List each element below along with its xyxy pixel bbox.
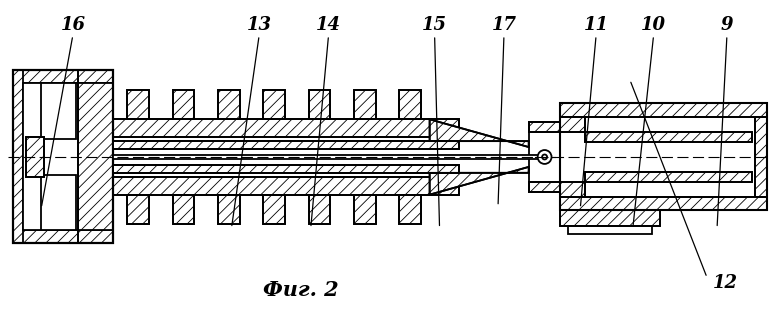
Bar xyxy=(354,90,376,119)
Bar xyxy=(78,70,112,83)
Bar xyxy=(127,195,149,224)
Bar xyxy=(264,195,285,224)
Text: 17: 17 xyxy=(491,16,516,34)
Bar xyxy=(561,210,660,226)
Text: 11: 11 xyxy=(583,16,608,34)
Bar xyxy=(172,195,194,224)
Bar xyxy=(585,132,752,142)
Bar xyxy=(127,195,149,224)
Bar xyxy=(561,182,585,197)
Bar xyxy=(13,70,23,243)
Bar xyxy=(218,90,239,119)
Text: 16: 16 xyxy=(60,16,85,34)
Bar xyxy=(529,182,561,192)
Bar xyxy=(585,132,752,142)
Text: Фиг. 2: Фиг. 2 xyxy=(263,280,339,300)
Bar xyxy=(41,83,76,139)
Bar xyxy=(13,70,112,83)
Circle shape xyxy=(542,154,547,159)
Bar xyxy=(112,165,459,173)
Bar xyxy=(585,172,752,182)
Bar xyxy=(399,195,421,224)
Bar xyxy=(585,142,752,172)
Text: 9: 9 xyxy=(721,16,733,34)
Bar xyxy=(13,70,112,243)
Bar xyxy=(399,195,421,224)
Bar xyxy=(23,83,78,230)
Bar xyxy=(309,90,331,119)
Circle shape xyxy=(537,150,551,164)
Text: 10: 10 xyxy=(641,16,666,34)
Bar xyxy=(218,195,239,224)
Bar xyxy=(112,141,459,149)
Bar xyxy=(112,119,459,137)
Bar xyxy=(127,90,149,119)
Bar xyxy=(561,210,660,226)
Bar xyxy=(264,90,285,119)
Bar xyxy=(112,141,459,149)
Bar xyxy=(218,195,239,224)
Bar xyxy=(529,122,561,132)
Bar xyxy=(78,230,112,243)
Bar xyxy=(41,175,76,230)
Text: 13: 13 xyxy=(246,16,271,34)
Bar xyxy=(309,90,331,119)
Polygon shape xyxy=(430,167,529,195)
Bar xyxy=(561,104,767,117)
Bar xyxy=(78,70,112,243)
Bar xyxy=(172,90,194,119)
Bar xyxy=(78,83,112,230)
Bar xyxy=(112,155,539,159)
Bar xyxy=(264,195,285,224)
Bar xyxy=(27,137,44,177)
Bar xyxy=(112,165,459,173)
Bar xyxy=(112,119,459,137)
Bar xyxy=(399,90,421,119)
Bar xyxy=(399,90,421,119)
Text: 14: 14 xyxy=(316,16,341,34)
Bar xyxy=(561,197,767,210)
Bar xyxy=(112,177,459,195)
Bar xyxy=(354,195,376,224)
Bar xyxy=(127,90,149,119)
Bar xyxy=(529,122,561,132)
Bar xyxy=(354,195,376,224)
Bar xyxy=(309,195,331,224)
Text: 12: 12 xyxy=(712,274,737,292)
Bar xyxy=(755,117,767,197)
Bar xyxy=(27,137,44,177)
Bar xyxy=(264,90,285,119)
Bar xyxy=(561,182,585,197)
Bar xyxy=(218,90,239,119)
Bar xyxy=(112,177,459,195)
Bar xyxy=(561,197,767,210)
Bar xyxy=(561,104,767,210)
Bar xyxy=(569,226,651,234)
Bar xyxy=(529,182,561,192)
Text: 15: 15 xyxy=(422,16,447,34)
Bar xyxy=(561,104,767,117)
Bar xyxy=(354,90,376,119)
Bar xyxy=(755,117,767,197)
Bar xyxy=(309,195,331,224)
Bar xyxy=(529,122,561,192)
Bar xyxy=(561,117,585,132)
Bar xyxy=(561,117,585,132)
Bar xyxy=(585,172,752,182)
Bar xyxy=(13,230,112,243)
Polygon shape xyxy=(430,119,529,147)
Bar xyxy=(172,195,194,224)
Bar xyxy=(172,90,194,119)
